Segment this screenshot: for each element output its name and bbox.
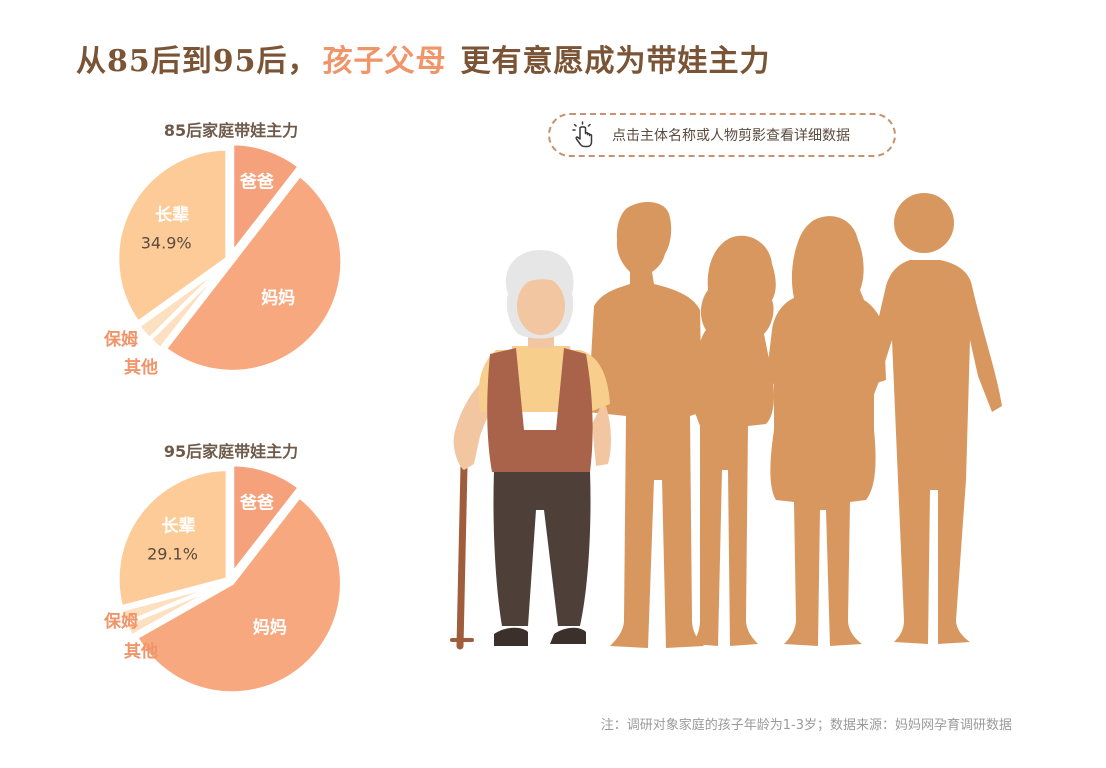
title-prefix: 从85后到95后， <box>76 44 319 79</box>
page-title: 从85后到95后， 孩子父母 更有意愿成为带娃主力 <box>76 36 771 80</box>
pie-label-nanny[interactable]: 保姆 <box>103 611 138 632</box>
pie-slice-nanny[interactable] <box>118 580 228 627</box>
woman-right-silhouette[interactable] <box>766 216 886 646</box>
child-silhouette[interactable] <box>860 193 1002 644</box>
pie-slice-dad[interactable] <box>230 462 303 581</box>
grandmother-figure[interactable] <box>450 250 611 650</box>
title-highlight: 孩子父母 <box>322 44 447 79</box>
hint-text: 点击主体名称或人物剪影查看详细数据 <box>612 128 850 144</box>
pie-slice-elder[interactable] <box>115 467 230 610</box>
pie-label-dad[interactable]: 爸爸 <box>239 171 274 192</box>
pie-label-other[interactable]: 其他 <box>124 641 158 662</box>
title-suffix: 更有意愿成为带娃主力 <box>460 44 771 79</box>
pie-label-elder[interactable]: 长辈 <box>155 204 189 225</box>
hint-button[interactable]: 点击主体名称或人物剪影查看详细数据 <box>548 113 896 157</box>
pie-label-nanny[interactable]: 保姆 <box>103 329 138 350</box>
pie-label-mom[interactable]: 妈妈 <box>261 287 295 308</box>
family-silhouettes <box>450 193 1002 650</box>
pie-label-dad[interactable]: 爸爸 <box>239 492 274 513</box>
chart-title-85: 85后家庭带娃主力 <box>163 121 299 140</box>
pie-slice-mom[interactable] <box>133 493 344 696</box>
pie-slice-nanny[interactable] <box>135 260 230 343</box>
hand-pointer-icon <box>572 121 593 148</box>
chart-title-95: 95后家庭带娃主力 <box>163 442 299 461</box>
pie-label-elder[interactable]: 长辈 <box>162 515 196 536</box>
pie-value-elder: 29.1% <box>147 544 198 563</box>
pie-value-elder: 34.9% <box>141 233 192 252</box>
pie-label-mom[interactable]: 妈妈 <box>253 617 287 638</box>
pie-label-other[interactable]: 其他 <box>124 357 158 378</box>
man-silhouette[interactable] <box>588 202 704 648</box>
woman-left-silhouette[interactable] <box>692 235 776 646</box>
pie-slice-dad[interactable] <box>230 141 303 260</box>
pie-slice-elder[interactable] <box>115 146 230 326</box>
footnote: 注：调研对象家庭的孩子年龄为1-3岁；数据来源：妈妈网孕育调研数据 <box>600 718 1012 733</box>
pie-slice-mom[interactable] <box>162 172 345 374</box>
